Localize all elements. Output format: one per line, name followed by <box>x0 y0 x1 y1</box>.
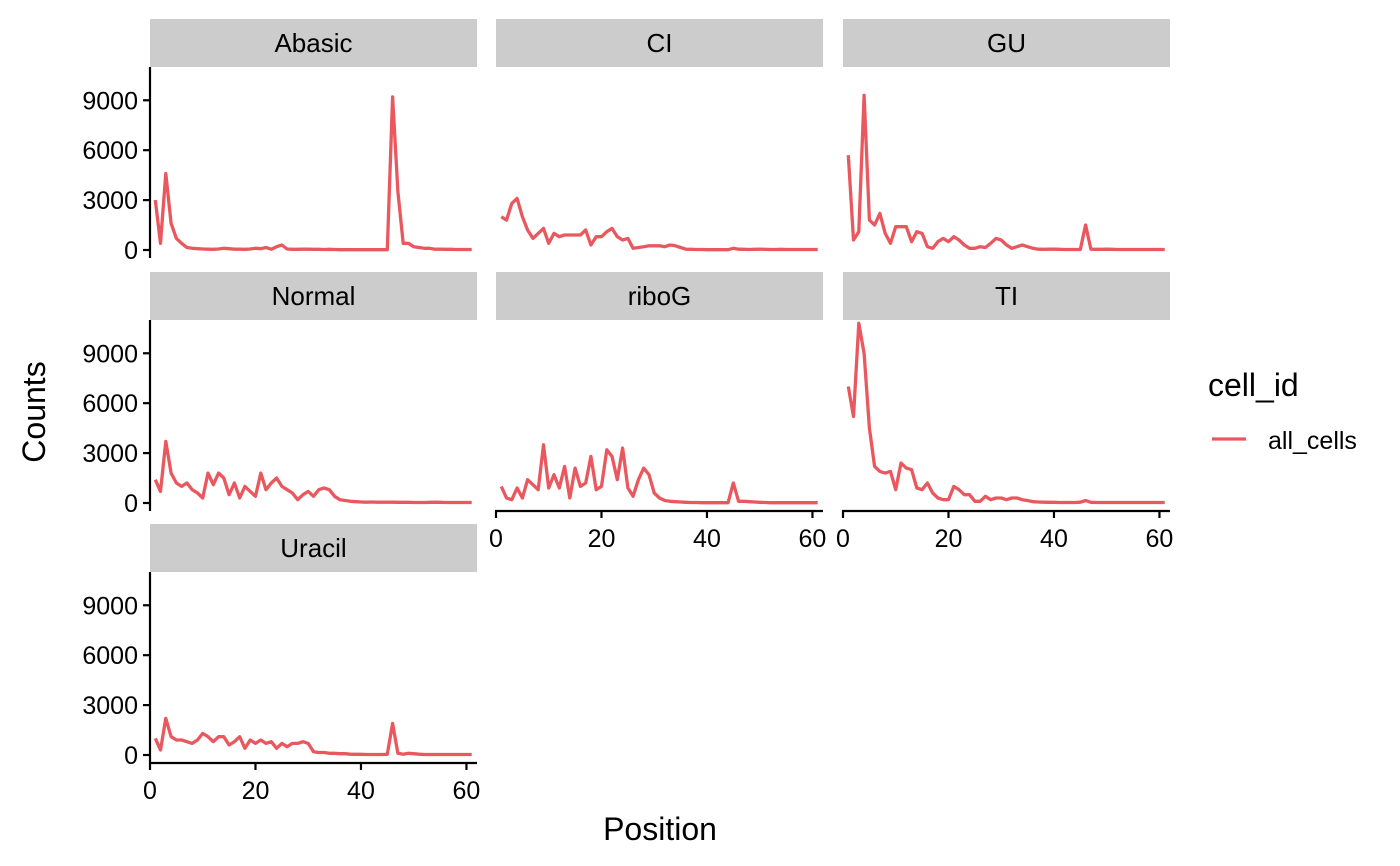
panel-ribog: riboG 0 20 40 60 <box>489 272 826 553</box>
y-tick-label-uracil: 3000 <box>82 692 138 720</box>
y-tick-label-uracil: 9000 <box>82 592 138 620</box>
y-tick-label-uracil: 0 <box>124 742 138 770</box>
panel-uracil: Uracil 0 3000 6000 9000 0 20 40 60 <box>82 524 480 805</box>
strip-uracil <box>150 524 477 572</box>
y-tick-label-normal: 6000 <box>82 390 138 418</box>
series-line-ti-all-cells <box>846 321 1165 505</box>
x-tick-label-ti: 20 <box>935 525 963 553</box>
y-tick-label-normal: 0 <box>124 490 138 518</box>
y-tick-label-abasic: 9000 <box>82 87 138 115</box>
x-tick-label-ti: 40 <box>1040 525 1068 553</box>
x-tick-label-uracil: 60 <box>453 777 481 805</box>
panel-ti: TI 0 20 40 60 <box>836 272 1173 553</box>
strip-ribog <box>496 272 823 320</box>
series-line-uracil-all-cells <box>153 716 472 757</box>
series-line-abasic-all-cells <box>153 95 472 252</box>
strip-label-abasic: Abasic <box>274 28 352 58</box>
y-tick-label-abasic: 6000 <box>82 137 138 165</box>
strip-label-ti: TI <box>995 281 1018 311</box>
strip-abasic <box>150 19 477 67</box>
strip-label-ribog: riboG <box>628 281 692 311</box>
y-tick-label-uracil: 6000 <box>82 642 138 670</box>
y-tick-label-normal: 9000 <box>82 340 138 368</box>
x-tick-label-ribog: 20 <box>588 525 616 553</box>
strip-gu <box>843 19 1170 67</box>
panel-abasic: Abasic 0 3000 6000 9000 <box>82 19 477 265</box>
y-tick-label-abasic: 3000 <box>82 187 138 215</box>
strip-ci <box>496 19 823 67</box>
series-line-gu-all-cells <box>846 93 1165 252</box>
strip-normal <box>150 272 477 320</box>
legend: cell_id all_cells <box>1208 367 1357 455</box>
legend-title: cell_id <box>1208 367 1299 403</box>
series-line-ribog-all-cells <box>499 443 818 505</box>
x-tick-label-ribog: 40 <box>693 525 721 553</box>
panel-gu: GU <box>843 19 1170 252</box>
x-tick-label-ti: 0 <box>836 525 850 553</box>
y-tick-label-abasic: 0 <box>124 237 138 265</box>
x-tick-label-uracil: 20 <box>242 777 270 805</box>
x-axis-title: Position <box>603 811 717 847</box>
y-tick-label-normal: 3000 <box>82 440 138 468</box>
x-tick-label-ribog: 0 <box>489 525 503 553</box>
x-tick-label-uracil: 0 <box>143 777 157 805</box>
x-tick-label-ti: 60 <box>1146 525 1174 553</box>
strip-ti <box>843 272 1170 320</box>
strip-label-ci: CI <box>647 28 673 58</box>
panel-ci: CI <box>496 19 823 252</box>
legend-label-all-cells: all_cells <box>1268 427 1357 455</box>
series-line-ci-all-cells <box>500 196 818 252</box>
panel-normal: Normal 0 3000 6000 9000 <box>82 272 477 518</box>
x-tick-label-ribog: 60 <box>799 525 827 553</box>
strip-label-normal: Normal <box>272 281 356 311</box>
series-line-normal-all-cells <box>153 439 472 505</box>
strip-label-uracil: Uracil <box>280 533 346 563</box>
y-axis-title: Counts <box>16 361 52 462</box>
strip-label-gu: GU <box>987 28 1026 58</box>
x-tick-label-uracil: 40 <box>347 777 375 805</box>
